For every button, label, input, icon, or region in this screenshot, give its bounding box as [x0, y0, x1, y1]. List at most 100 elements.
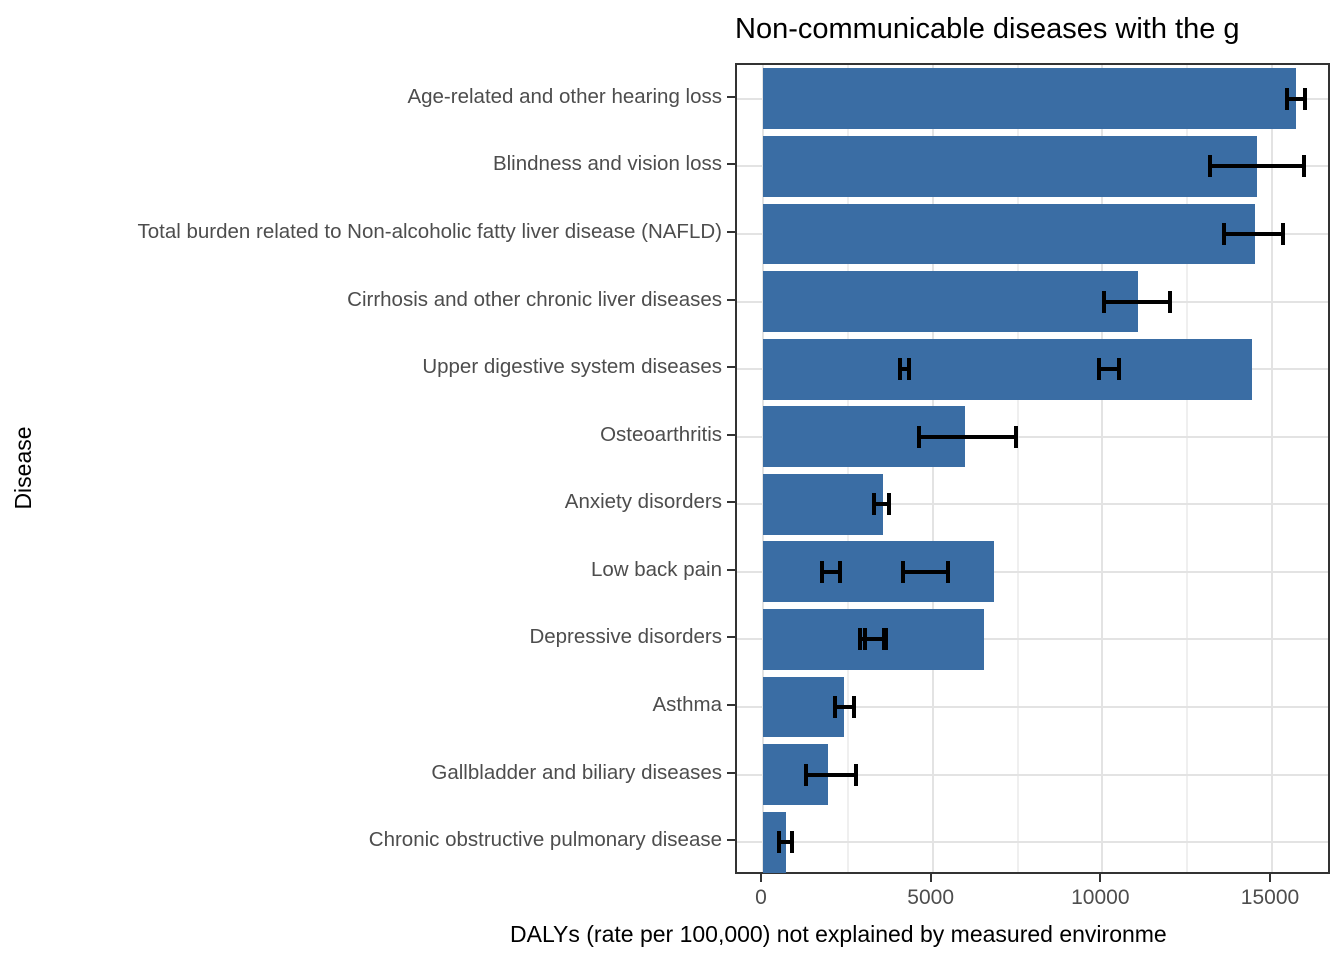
chart-title: Non-communicable diseases with the g [735, 13, 1240, 45]
error-bar-cap-left [1222, 222, 1227, 245]
error-bar-cap-right [1168, 290, 1173, 313]
error-bar-line [778, 840, 792, 845]
error-bar-cap-left [1102, 290, 1107, 313]
gridline-major-horizontal [737, 638, 1328, 641]
error-bar-cap-right [851, 696, 856, 719]
y-axis-tick [727, 704, 735, 707]
bar [763, 271, 1138, 332]
x-axis-tick [1269, 874, 1271, 882]
error-bar-cap-left [776, 831, 781, 854]
bar [763, 676, 845, 738]
error-bar-cap-right [1116, 358, 1121, 381]
bar [763, 473, 884, 535]
gridline-major-vertical [1271, 65, 1273, 872]
error-bar-cap-left [901, 560, 906, 583]
error-bar-line [864, 637, 886, 642]
error-bar-cap-right [886, 493, 891, 516]
y-axis-tick [727, 839, 735, 842]
error-bar-cap-left [862, 628, 867, 651]
error-bar-cap-left [858, 628, 863, 651]
error-bar-cap-left [1285, 87, 1290, 110]
error-bar-cap-right [1013, 425, 1018, 448]
error-bar-line [874, 502, 889, 507]
bar [763, 811, 787, 873]
error-bar-cap-right [1302, 155, 1307, 178]
gridline-minor-vertical [846, 65, 849, 872]
y-axis-tick [727, 366, 735, 369]
x-axis-tick [760, 874, 762, 882]
error-bar-cap-right [838, 560, 843, 583]
error-bar-cap-left [872, 493, 877, 516]
y-axis-tick [727, 568, 735, 571]
bar [763, 338, 1252, 400]
gridline-major-horizontal [737, 435, 1328, 438]
x-axis-title: DALYs (rate per 100,000) not explained b… [510, 921, 1167, 947]
y-axis-category-label: Anxiety disorders [564, 490, 722, 514]
gridline-major-horizontal [737, 841, 1328, 844]
y-axis-tick [727, 433, 735, 436]
y-axis-category-label: Depressive disorders [529, 625, 722, 649]
y-axis-category-label: Blindness and vision loss [492, 152, 722, 176]
x-axis-tick-label: 5000 [907, 886, 955, 909]
error-bar-cap-left [1208, 155, 1213, 178]
y-axis-category-label: Cirrhosis and other chronic liver diseas… [347, 287, 722, 311]
error-bar-line [919, 434, 1016, 439]
x-axis-tick [929, 874, 932, 882]
error-bar-line [822, 569, 841, 574]
error-bar-cap-right [789, 831, 794, 854]
gridline-major-vertical [1101, 65, 1104, 872]
error-bar-cap-right [906, 358, 911, 381]
gridline-major-vertical [762, 65, 764, 872]
y-axis-category-label: Gallbladder and biliary diseases [431, 760, 722, 784]
gridline-minor-vertical [1016, 65, 1019, 872]
y-axis-tick [727, 771, 735, 774]
error-bar-line [1098, 367, 1119, 372]
y-axis-category-label: Chronic obstructive pulmonary disease [368, 828, 722, 852]
error-bar-line [1287, 96, 1306, 101]
y-axis-tick [727, 163, 735, 166]
plot-panel [735, 63, 1330, 874]
bar [763, 135, 1257, 197]
bar [763, 541, 994, 603]
y-axis-category-label: Osteoarthritis [600, 422, 722, 446]
bar [763, 68, 1296, 130]
error-bar-line [806, 772, 857, 777]
y-axis-tick [727, 95, 735, 98]
gridline-minor-vertical [1186, 65, 1189, 872]
error-bar-cap-left [804, 763, 809, 786]
y-axis-tick [727, 298, 735, 301]
error-bar-line [1210, 164, 1305, 169]
error-bar-cap-right [1281, 222, 1286, 245]
error-bar-cap-right [1303, 87, 1308, 110]
error-bar-cap-left [897, 358, 902, 381]
error-bar-cap-left [917, 425, 922, 448]
gridline-major-horizontal [737, 570, 1328, 573]
y-axis-tick [727, 636, 735, 639]
error-bar-line [834, 705, 854, 710]
y-axis-category-label: Low back pain [590, 557, 722, 581]
y-axis-tick [727, 501, 735, 504]
x-axis-tick [1099, 874, 1102, 882]
error-bar-cap-right [883, 628, 888, 651]
y-axis-category-label: Upper digestive system diseases [422, 355, 722, 379]
gridline-major-vertical [931, 65, 934, 872]
error-bar-cap-left [832, 696, 837, 719]
y-axis-tick [727, 230, 735, 233]
error-bar-line [1224, 231, 1284, 236]
error-bar-cap-left [820, 560, 825, 583]
y-axis-category-label: Total burden related to Non-alcoholic fa… [137, 219, 722, 243]
error-bar-cap-right [945, 560, 950, 583]
y-axis-category-label: Age-related and other hearing loss [407, 84, 722, 108]
error-bar-cap-right [854, 763, 859, 786]
gridline-major-horizontal [737, 503, 1328, 506]
bar [763, 203, 1256, 265]
x-axis-tick-label: 15000 [1240, 886, 1300, 909]
error-bar-line [899, 367, 909, 372]
error-bar-cap-left [1096, 358, 1101, 381]
gridline-major-horizontal [737, 773, 1328, 776]
error-bar-line [1104, 299, 1171, 304]
x-axis-tick-label: 0 [755, 886, 767, 909]
x-axis-tick-label: 10000 [1071, 886, 1130, 909]
gridline-major-horizontal [737, 706, 1328, 709]
